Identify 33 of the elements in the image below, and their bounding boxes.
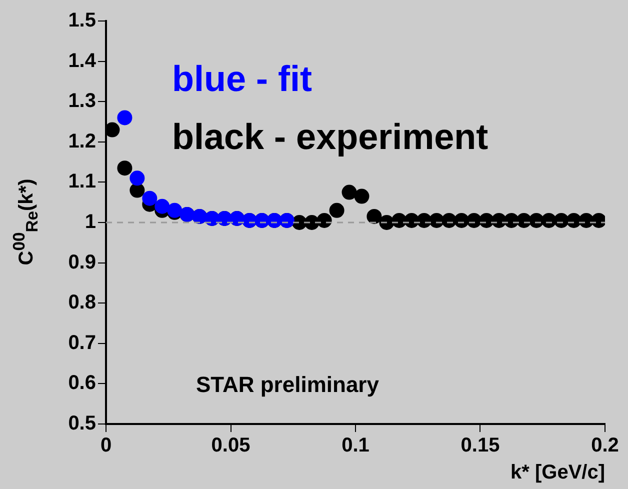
x-tick-label: 0.2 [591, 434, 619, 457]
y-tick-label: 1 [84, 211, 96, 234]
y-tick-label: 1.1 [68, 170, 96, 193]
y-tick-label: 1.3 [68, 90, 96, 112]
y-tick-label: 0.7 [68, 332, 96, 354]
x-axis-title: k* [GeV/c] [510, 462, 605, 484]
y-tick-label: 1.5 [68, 10, 96, 32]
point [366, 208, 382, 224]
x-tick-label: 0.15 [460, 434, 500, 457]
y-tick-label: 0.6 [68, 372, 96, 394]
point [329, 202, 344, 218]
point [154, 198, 170, 214]
annotation: black - experiment [172, 116, 488, 157]
x-tick-label: 0.05 [211, 434, 250, 457]
annotation: blue - fit [172, 58, 312, 99]
point [130, 170, 145, 186]
annotation: STAR preliminary [196, 372, 380, 398]
point [342, 184, 357, 200]
point [591, 212, 605, 228]
point [316, 212, 332, 228]
point [117, 160, 132, 176]
y-tick-label: 1.2 [68, 130, 96, 152]
x-tick-label: 0 [100, 434, 112, 457]
y-tick-label: 0.5 [68, 412, 96, 435]
point [142, 190, 158, 206]
point [130, 182, 145, 198]
y-tick-label: 0.8 [68, 292, 96, 314]
point [117, 110, 132, 126]
point [354, 188, 370, 204]
y-tick-label: 1.4 [68, 50, 97, 72]
point [106, 122, 120, 138]
y-tick-label: 0.9 [68, 251, 96, 274]
x-tick-label: 0.1 [342, 434, 370, 457]
